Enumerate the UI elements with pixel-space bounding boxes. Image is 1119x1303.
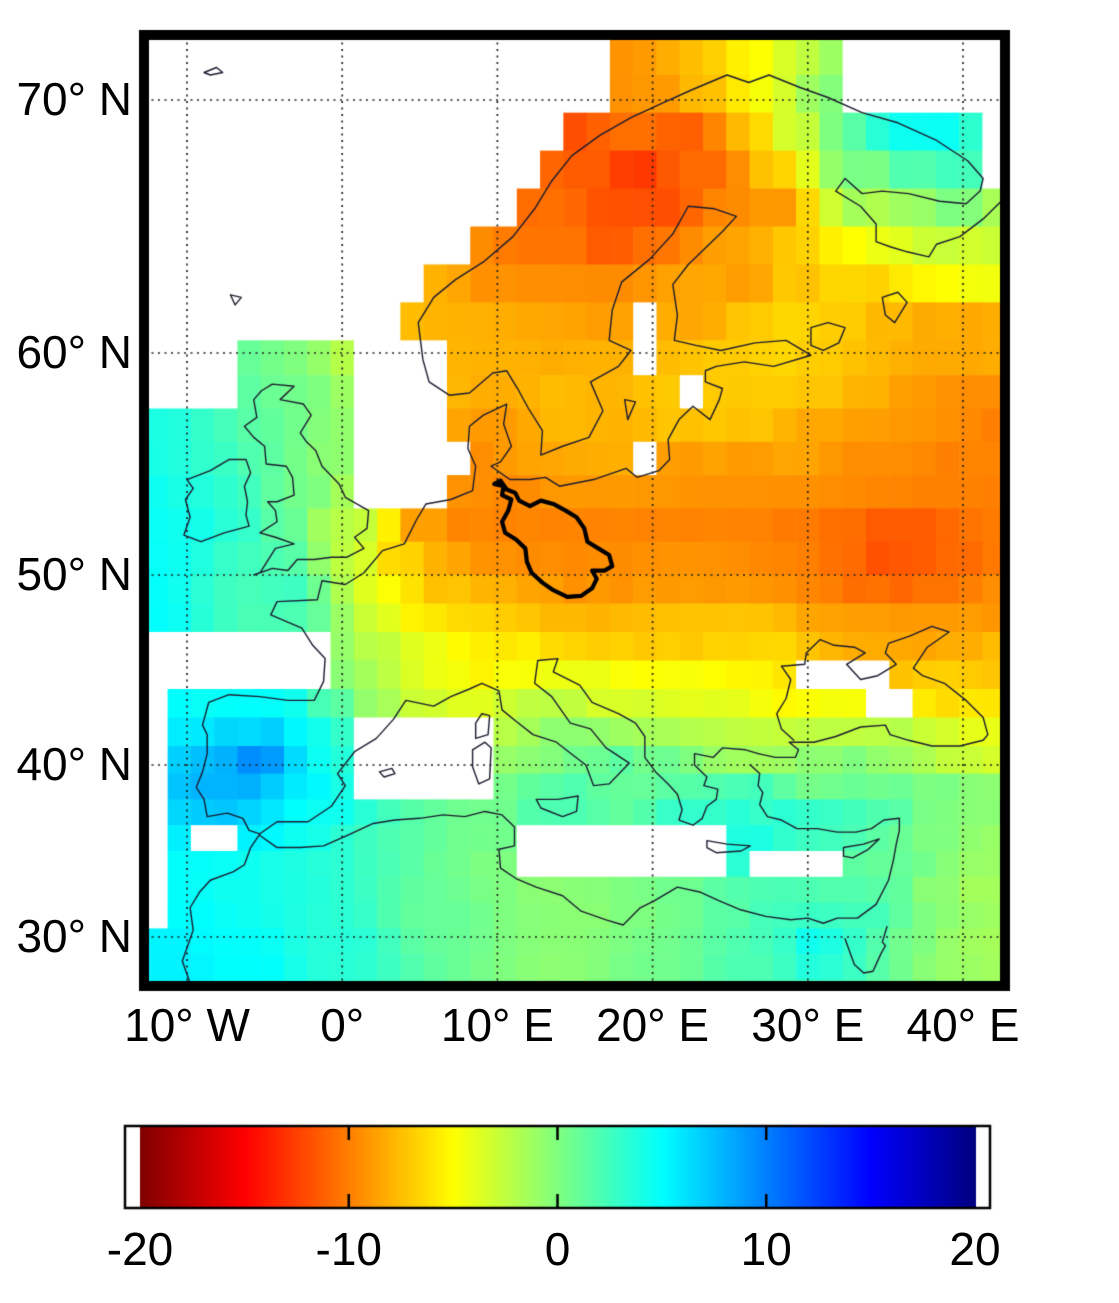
x-tick-label: 40° E	[906, 999, 1020, 1051]
colorbar-tick-label: 20	[949, 1223, 1001, 1275]
y-tick-label: 70° N	[16, 73, 132, 125]
x-tick-label: 10° W	[124, 999, 250, 1051]
y-tick-label: 60° N	[16, 326, 132, 378]
y-tick-label: 50° N	[16, 548, 132, 600]
colorbar-tick-label: 10	[740, 1223, 792, 1275]
x-tick-label: 10° E	[440, 999, 554, 1051]
x-tick-label: 0°	[320, 999, 365, 1051]
colorbar-tick-label: 0	[544, 1223, 571, 1275]
y-tick-label: 30° N	[16, 910, 132, 962]
y-tick-label: 40° N	[16, 738, 132, 790]
colorbar-tick-label: -10	[315, 1223, 382, 1275]
x-tick-label: 20° E	[596, 999, 710, 1051]
colorbar-tick-label: -20	[106, 1223, 174, 1275]
x-tick-label: 30° E	[751, 999, 865, 1051]
